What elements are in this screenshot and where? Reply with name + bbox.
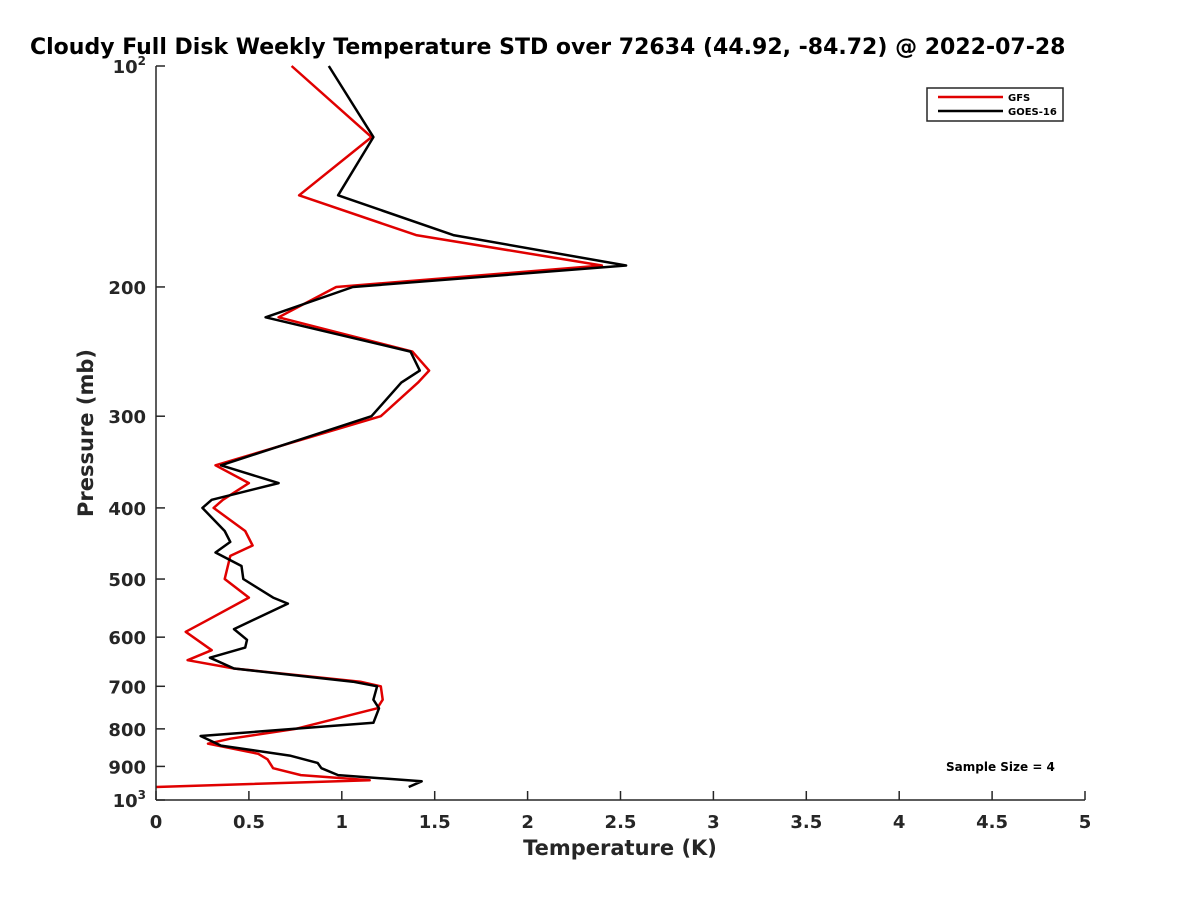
series-line-gfs xyxy=(155,65,604,789)
y-tick-label: 600 xyxy=(108,628,146,649)
y-tick-label: 103 xyxy=(113,788,146,812)
x-tick-label: 4 xyxy=(893,812,906,833)
x-tick-label: 5 xyxy=(1079,812,1092,833)
chart-title: Cloudy Full Disk Weekly Temperature STD … xyxy=(30,35,1065,60)
x-tick-label: 1.5 xyxy=(419,812,451,833)
x-tick-label: 4.5 xyxy=(976,812,1008,833)
sample-size-annotation: Sample Size = 4 xyxy=(946,760,1055,774)
x-tick-label: 3 xyxy=(707,812,720,833)
y-tick-label: 300 xyxy=(108,407,146,428)
y-tick-label: 800 xyxy=(108,720,146,741)
legend-label-goes-16: GOES-16 xyxy=(1008,107,1057,118)
y-tick-label: 500 xyxy=(108,570,146,591)
y-tick-label: 700 xyxy=(108,677,146,698)
x-tick-label: 3.5 xyxy=(790,812,822,833)
y-tick-label: 200 xyxy=(108,278,146,299)
series-line-goes-16 xyxy=(199,65,628,789)
x-tick-label: 2.5 xyxy=(605,812,637,833)
legend-box xyxy=(926,87,1064,122)
x-tick-label: 0.5 xyxy=(233,812,265,833)
legend-label-gfs: GFS xyxy=(1008,93,1030,104)
y-axis-label: Pressure (mb) xyxy=(74,349,98,517)
y-tick-label: 400 xyxy=(108,499,146,520)
y-tick-label: 102 xyxy=(113,54,146,78)
y-tick-label: 900 xyxy=(108,757,146,778)
x-axis-label: Temperature (K) xyxy=(523,836,717,860)
axes: 0 0.5 1 1.5 2 2.5 3 3.5 4 4.5 5 102 200 300 400 500 600 7… xyxy=(108,54,1091,833)
x-tick-label: 1 xyxy=(336,812,349,833)
legend: GFS GOES-16 xyxy=(926,87,1064,122)
x-tick-label: 2 xyxy=(521,812,534,833)
x-tick-label: 0 xyxy=(150,812,163,833)
series-layer xyxy=(155,65,628,789)
